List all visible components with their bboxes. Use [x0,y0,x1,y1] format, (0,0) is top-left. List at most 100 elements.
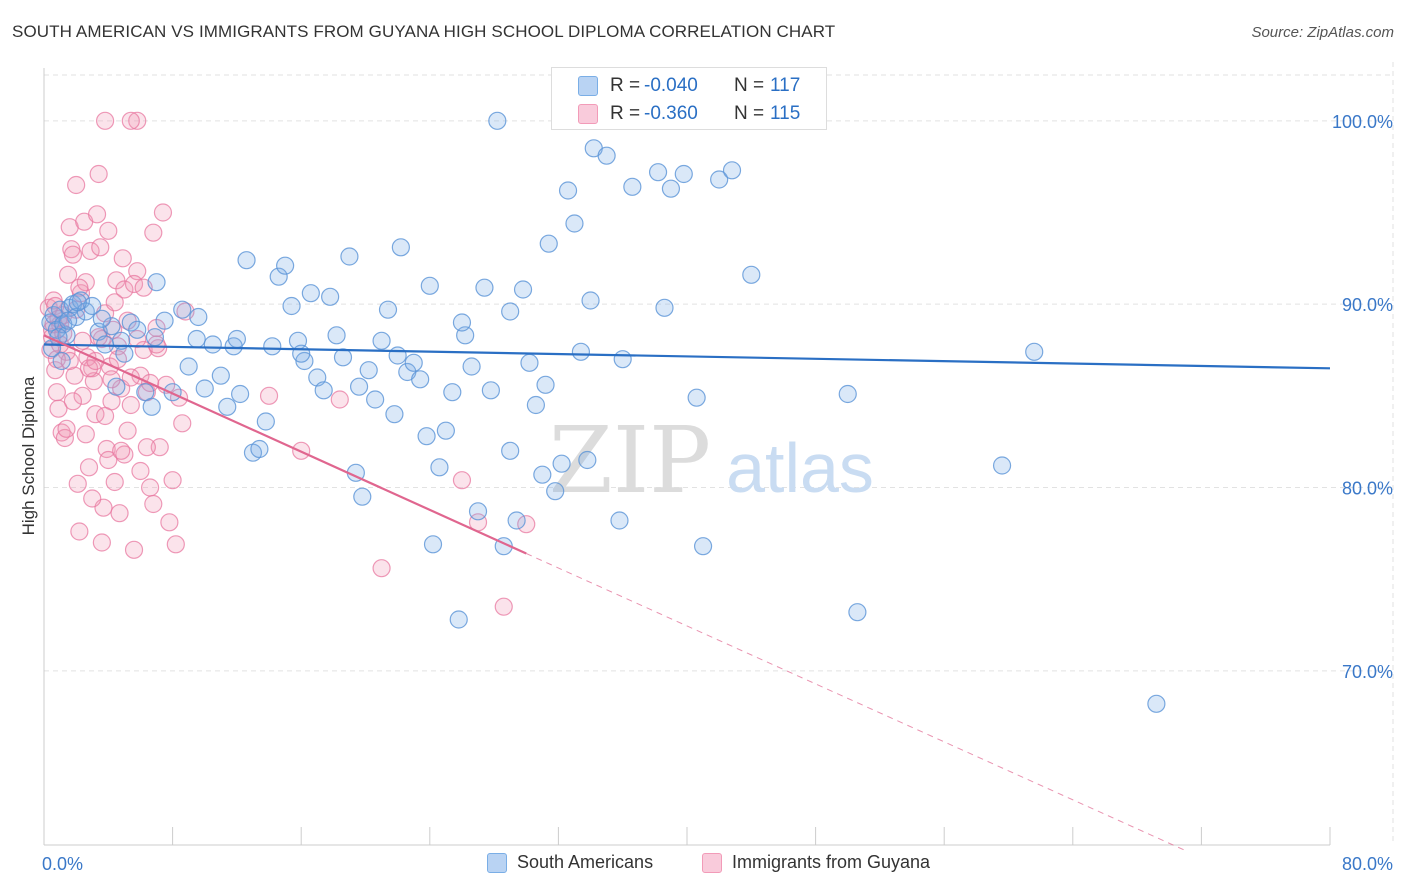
guyana-trend-extension [526,553,1186,851]
south-american-point [1025,342,1044,361]
guyana-point [163,471,182,490]
trend-lines [43,334,1331,851]
legend-swatch-pink [702,852,722,873]
n-label: N = [734,103,765,124]
south-american-point [404,353,423,372]
south-american-point [655,298,674,317]
south-american-point [623,177,642,196]
south-american-point [128,320,147,339]
guyana-point [92,533,111,552]
south-american-point [488,111,507,130]
stats-row-guyana: R = -0.360 N = 115 [552,100,800,128]
pink-swatch [578,104,598,124]
guyana-point [110,504,129,523]
south-american-point [378,300,398,319]
r-value: -0.360 [644,103,698,124]
guyana-point [99,221,118,240]
south-american-point [102,317,121,336]
watermark-zip: ZIP [549,407,711,514]
south-american-point [452,313,472,332]
south-american-point [83,296,102,316]
guyana-point [121,111,140,130]
south-american-point [687,388,706,407]
guyana-point [83,489,102,508]
guyana-point [144,494,163,514]
legend-item-south-americans[interactable]: South Americans [487,852,653,873]
south-american-point [263,337,282,356]
south-american-point [430,458,449,477]
guyana-point [494,597,513,616]
series-guyana-points [39,111,536,616]
south-american-point [722,161,742,180]
south-american-point [333,348,353,367]
stats-row-south-americans: R = -0.040 N = 117 [552,72,800,100]
south-american-point [145,328,165,347]
guyana-point [150,438,169,457]
guyana-point [105,472,124,492]
south-american-point [189,307,208,327]
guyana-point [65,366,84,385]
south-americans-trend-line [43,343,1331,370]
watermark-atlas: atlas [726,429,874,507]
guyana-point [137,438,156,457]
n-value: 117 [770,75,801,96]
south-american-point [366,390,385,409]
watermark: ZIP atlas [549,407,874,514]
south-american-point [52,351,71,371]
guyana-point [153,203,173,222]
guyana-point [147,335,166,354]
south-american-point [475,278,494,297]
guyana-point [166,535,185,554]
guyana-point [95,111,115,130]
south-american-point [546,482,565,501]
south-american-point [693,537,713,556]
south-american-point [507,511,526,530]
south-american-point [155,311,174,330]
x-tick-label: 80.0% [1342,854,1393,874]
guyana-point [99,450,118,470]
south-american-point [147,273,166,292]
south-american-point [501,302,520,321]
guyana-point [173,414,192,433]
south-american-point [385,405,404,424]
south-american-point [417,427,436,446]
y-tick-label: 80.0% [1342,479,1393,499]
south-american-point [423,535,443,554]
south-american-point [468,502,488,521]
south-american-point [578,450,597,470]
legend-item-guyana[interactable]: Immigrants from Guyana [702,852,930,873]
south-american-point [321,287,340,306]
south-american-point [227,329,246,349]
south-american-point [536,375,555,394]
r-label: R = [610,103,641,124]
guyana-point [79,458,99,477]
guyana-point [68,474,87,493]
y-tick-label: 100.0% [1332,112,1393,132]
guyana-point [55,428,74,448]
south-american-point [250,439,269,459]
guyana-point [63,392,83,411]
south-american-point [237,251,256,270]
guyana-point [49,399,68,418]
r-label: R = [610,75,641,96]
guyana-point [121,395,140,415]
legend-swatch-blue [487,852,507,873]
guyana-point [124,274,144,294]
guyana-point [59,265,78,284]
blue-swatch [578,76,598,96]
south-american-point [256,412,275,431]
guyana-point [76,425,95,444]
south-american-point [92,309,111,328]
south-american-point [661,179,681,198]
south-american-point [443,383,462,402]
guyana-point [91,238,110,257]
guyana-point [115,280,134,299]
south-american-point [71,291,91,310]
south-american-point [282,296,301,316]
south-american-point [218,397,237,416]
south-american-point [203,335,222,354]
n-value: 115 [770,103,801,124]
south-american-point [513,280,533,299]
south-american-point [520,353,539,372]
guyana-point [95,406,115,426]
